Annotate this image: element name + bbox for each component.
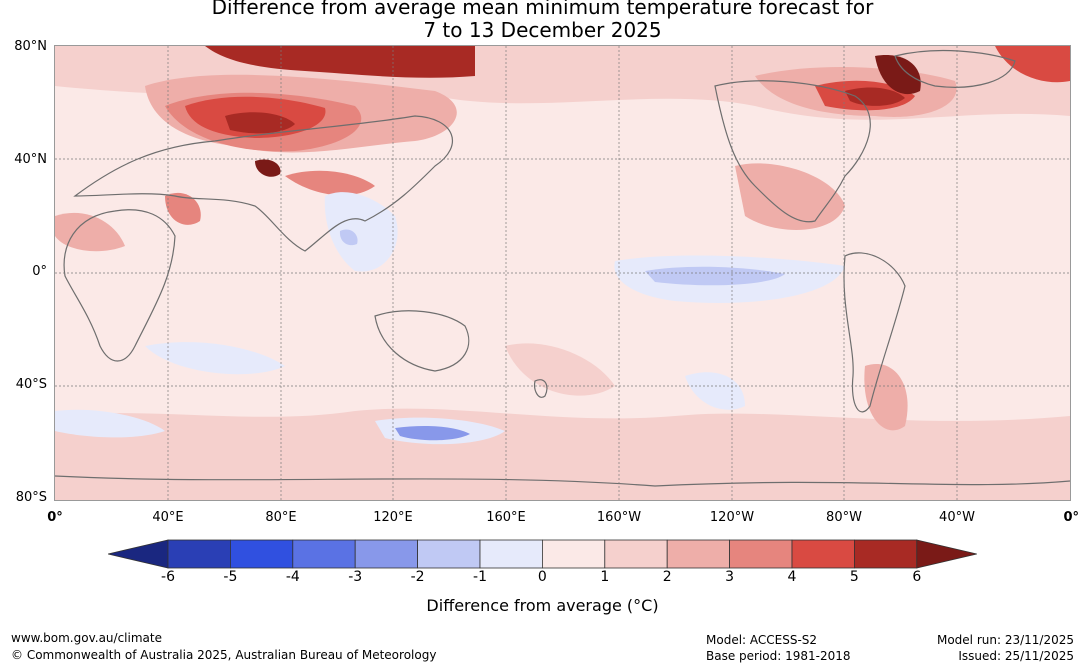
colorbar-tick-label: 4: [787, 569, 797, 585]
colorbar-segment: [167, 539, 231, 569]
graticule: [55, 46, 1070, 500]
colorbar-segment: [791, 539, 855, 569]
chart-title: Difference from average mean minimum tem…: [0, 0, 1085, 42]
lon-label-0-right: 0°: [1063, 510, 1079, 525]
lon-label-40e: 40°E: [152, 510, 184, 525]
colorbar-label: Difference from average (°C): [426, 596, 659, 615]
colorbar-tick-label: 2: [662, 569, 672, 585]
colorbar-tick-label: -1: [473, 569, 487, 585]
anomaly-south-pacific: [505, 343, 615, 396]
colorbar-tick-label: -4: [285, 569, 300, 585]
colorbar-tick-label: -6: [161, 569, 175, 585]
lat-label-0: 0°: [32, 264, 47, 279]
coast-eurasia: [73, 115, 453, 252]
lon-label-80e: 80°E: [265, 510, 297, 525]
lat-label-40n: 40°N: [14, 152, 47, 167]
colorbar-segment: [541, 539, 606, 569]
coastlines: [55, 49, 1070, 487]
colorbar-tick-label: 1: [600, 569, 610, 585]
anomaly-hudson-6: [845, 87, 905, 106]
colorbar-segment: [230, 539, 294, 569]
colorbar-arrow-high: [916, 539, 977, 569]
footer-base-period: Base period: 1981-2018: [706, 649, 851, 663]
lon-label-120w: 120°W: [709, 510, 755, 525]
anomaly-south-atlantic: [55, 409, 165, 438]
anomaly-eq-pacific-2: [645, 266, 785, 286]
colorbar-segment: [666, 539, 731, 569]
colorbar-segment: [292, 539, 356, 569]
footer-url: www.bom.gov.au/climate: [11, 631, 162, 645]
anomaly-china: [285, 170, 375, 196]
lon-label-0-left: 0°: [47, 510, 63, 525]
coast-antarctica: [55, 475, 1070, 487]
anomaly-north-america: [735, 163, 845, 230]
anomaly-greenland: [995, 46, 1070, 83]
anomaly-indochina: [339, 229, 358, 246]
anomaly-tibet: [255, 159, 281, 177]
colorbar-tick-label: -2: [410, 569, 425, 585]
colorbar-tick-label: -3: [348, 569, 363, 585]
lat-label-40s: 40°S: [15, 377, 47, 392]
lat-label-80s: 80°S: [15, 490, 47, 505]
coast-new-zealand: [534, 379, 548, 398]
anomaly-se-asia: [324, 192, 398, 272]
footer-model-run: Model run: 23/11/2025: [936, 633, 1074, 647]
lat-label-80n: 80°N: [14, 39, 47, 54]
colorbar: [108, 539, 977, 569]
anomaly-southern-warm: [55, 408, 1070, 500]
colorbar-segment: [604, 539, 668, 569]
colorbar-tick-label: 3: [725, 569, 735, 585]
map-svg: [55, 46, 1070, 500]
lon-label-80w: 80°W: [826, 510, 862, 525]
footer-model: Model: ACCESS-S2: [706, 633, 818, 647]
anomaly-map: [54, 45, 1071, 501]
lon-label-160w: 160°W: [596, 510, 642, 525]
colorbar-tick-label: 0: [537, 569, 547, 585]
anomaly-arctic-russia: [205, 46, 475, 78]
colorbar-segment: [354, 539, 418, 569]
coast-south-america: [843, 252, 906, 413]
footer-copyright: © Commonwealth of Australia 2025, Austra…: [11, 648, 437, 662]
anomaly-patagonia: [864, 364, 908, 431]
colorbar-tick-label: -5: [223, 569, 238, 585]
anomaly-southern-ocean-3: [395, 426, 470, 441]
lon-label-160e: 160°E: [486, 510, 526, 525]
colorbar-segment: [854, 539, 918, 569]
anomaly-south-pacific-cool: [685, 372, 745, 410]
colorbar-segment: [417, 539, 481, 569]
colorbar-segment: [729, 539, 793, 569]
anomaly-labrador: [875, 55, 921, 95]
anomaly-africa: [55, 212, 125, 252]
anomaly-arabia: [165, 192, 201, 225]
lon-label-120e: 120°E: [373, 510, 413, 525]
anomaly-south-indian: [145, 342, 285, 375]
anomaly-eurasia-6: [225, 112, 295, 134]
coast-greenland: [894, 49, 1016, 88]
colorbar-tick-label: 6: [912, 569, 922, 585]
coast-australia: [374, 310, 470, 372]
title-line-2: 7 to 13 December 2025: [423, 18, 662, 42]
colorbar-tick-label: 5: [849, 569, 859, 585]
footer-issued: Issued: 25/11/2025: [958, 649, 1074, 663]
lon-label-40w: 40°W: [939, 510, 975, 525]
coast-north-america: [714, 80, 871, 223]
coast-africa: [63, 209, 176, 362]
colorbar-arrow-low: [108, 539, 169, 569]
colorbar-segment: [479, 539, 543, 569]
title-line-1: Difference from average mean minimum tem…: [211, 0, 874, 19]
